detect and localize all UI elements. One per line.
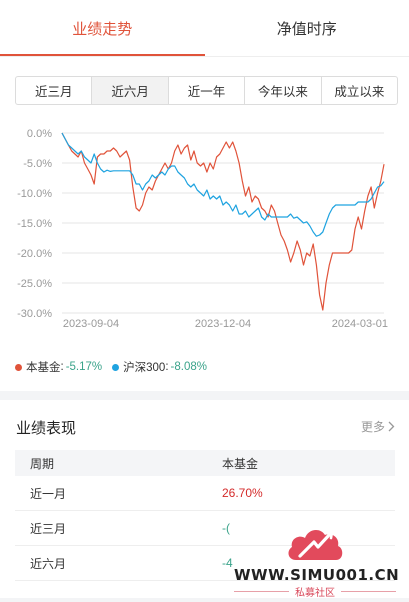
fund-legend-sep: : <box>60 361 64 373</box>
range-ytd-button[interactable]: 今年以来 <box>245 77 322 104</box>
range-selector: 近三月 近六月 近一年 今年以来 成立以来 <box>15 76 398 105</box>
y-tick-label: -10.0% <box>17 188 52 200</box>
chart-legend: 本基金 : -5.17% 沪深300 : -8.08% <box>15 359 217 375</box>
column-header-period: 周期 <box>30 456 55 471</box>
row-period: 近一月 <box>30 486 67 501</box>
range-1y-button[interactable]: 近一年 <box>169 77 246 104</box>
column-header-fund: 本基金 <box>222 456 259 471</box>
csi300-legend-value: -8.08% <box>170 361 207 373</box>
performance-section-header: 业绩表现 更多 <box>0 400 409 450</box>
more-label: 更多 <box>360 420 385 434</box>
watermark: WWW.SIMU001.CN 私募社区 <box>228 518 408 599</box>
fund-series-line <box>61 132 385 311</box>
cloud-logo-icon <box>288 529 343 560</box>
main-tabs: 业绩走势 净值时序 <box>0 0 409 57</box>
performance-table: 周期 本基金 近一月 26.70% 近三月 -( 近六月 -4 <box>15 450 395 581</box>
y-tick-label: 0.0% <box>27 128 52 140</box>
tab-performance-trend[interactable]: 业绩走势 <box>0 0 205 56</box>
row-value: -( <box>222 521 230 535</box>
fund-legend-value: -5.17% <box>65 361 103 373</box>
csi300-legend-dot <box>112 363 120 371</box>
csi300-legend-sep: : <box>165 361 169 373</box>
y-tick-label: -15.0% <box>17 218 52 230</box>
bottom-divider <box>0 598 409 602</box>
x-tick-label: 2023-09-04 <box>63 318 119 330</box>
more-link[interactable]: 更多 <box>361 418 395 435</box>
legend-item-fund[interactable]: 本基金 : -5.17% <box>15 359 102 375</box>
csi300-series-line <box>61 132 385 237</box>
fund-legend-label: 本基金 <box>26 362 61 374</box>
watermark-text: WWW.SIMU001.CN <box>234 566 400 584</box>
y-tick-label: -25.0% <box>17 278 52 290</box>
table-row: 近三月 -( <box>15 511 395 546</box>
x-tick-label: 2023-12-04 <box>195 318 251 330</box>
table-row: 近六月 -4 <box>15 546 395 581</box>
csi300-legend-label: 沪深300 <box>123 362 166 374</box>
y-tick-label: -20.0% <box>17 248 52 260</box>
range-6m-button[interactable]: 近六月 <box>92 77 169 104</box>
range-3m-button[interactable]: 近三月 <box>16 77 93 104</box>
tab-nav-history[interactable]: 净值时序 <box>276 20 337 38</box>
x-tick-label: 2024-03-01 <box>332 318 388 330</box>
watermark-subtext: 私募社区 <box>228 584 402 599</box>
fund-legend-dot <box>15 363 22 371</box>
row-period: 近六月 <box>30 556 67 571</box>
row-value: -4 <box>222 556 233 570</box>
y-tick-label: -30.0% <box>17 308 52 320</box>
row-value: 26.70% <box>222 486 263 500</box>
table-header: 周期 本基金 <box>15 450 395 476</box>
range-since-inception-button[interactable]: 成立以来 <box>334 85 385 99</box>
section-divider <box>0 391 409 400</box>
section-title: 业绩表现 <box>16 420 77 437</box>
y-tick-label: -5.0% <box>23 158 52 170</box>
table-row: 近一月 26.70% <box>15 476 395 511</box>
legend-item-csi300[interactable]: 沪深300 : -8.08% <box>112 359 207 375</box>
performance-line-chart[interactable]: 0.0% -5.0% -10.0% -15.0% -20.0% -25.0% -30.0% 2… <box>0 118 409 336</box>
row-period: 近三月 <box>30 521 67 536</box>
chevron-right-icon <box>388 421 395 432</box>
